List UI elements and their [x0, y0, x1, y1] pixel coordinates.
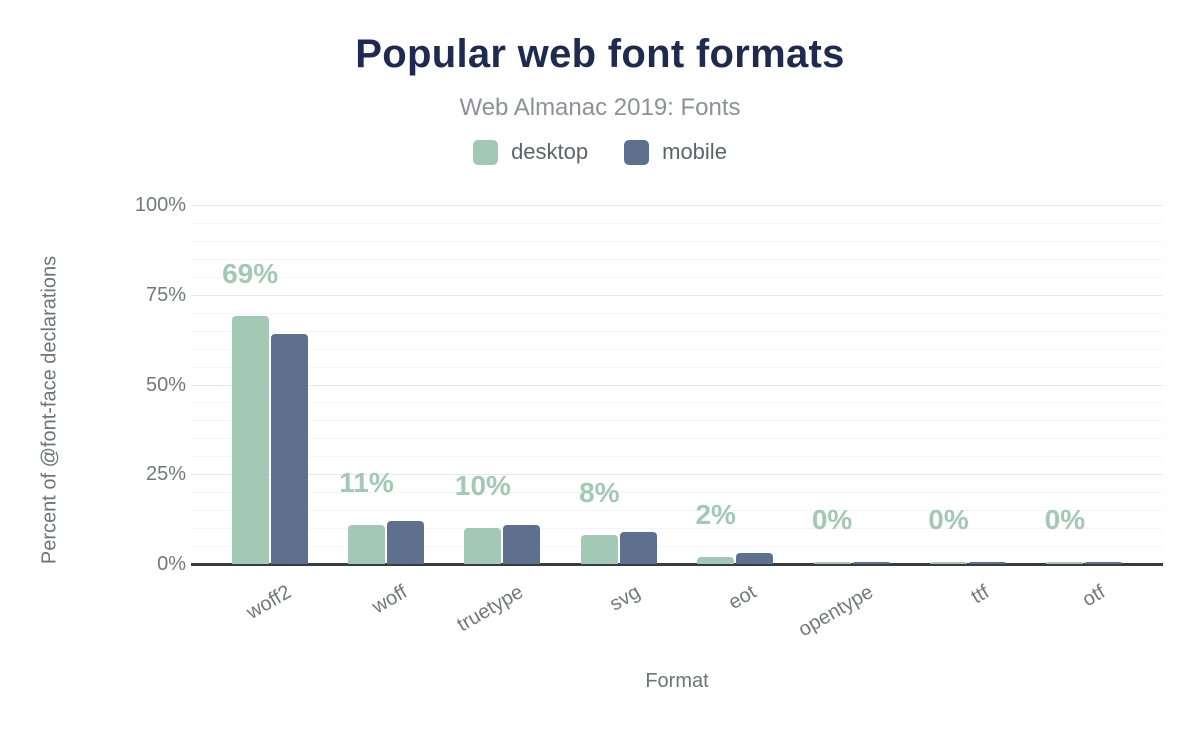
gridline-75 — [191, 294, 1163, 296]
gridline-5 — [191, 546, 1163, 548]
gridline-15 — [191, 510, 1163, 512]
legend-label-mobile: mobile — [662, 139, 727, 164]
bar-value-label-ttf: 0% — [928, 504, 969, 536]
x-tick-label-opentype: opentype — [794, 581, 877, 642]
y-axis-title: Percent of @font-face declarations — [38, 255, 61, 565]
gridline-70 — [191, 312, 1163, 314]
bar-mobile-opentype — [852, 562, 890, 564]
legend: desktop mobile — [0, 139, 1200, 165]
y-tick-label-75: 75% — [145, 283, 186, 306]
legend-label-desktop: desktop — [511, 139, 589, 164]
x-tick-label-ttf: ttf — [967, 581, 993, 609]
bar-value-label-otf: 0% — [1044, 504, 1086, 536]
x-axis-line — [191, 563, 1163, 566]
bar-desktop-opentype — [813, 562, 851, 564]
bar-mobile-truetype — [503, 524, 541, 564]
bar-desktop-woff — [348, 524, 385, 564]
y-tick-label-25: 25% — [145, 463, 186, 486]
gridline-55 — [191, 366, 1163, 368]
bar-desktop-eot — [697, 556, 735, 564]
gridline-20 — [191, 492, 1163, 494]
bar-desktop-truetype — [464, 528, 502, 564]
gridline-50 — [191, 384, 1163, 386]
bar-mobile-woff2 — [270, 334, 308, 564]
legend-swatch-mobile — [624, 139, 650, 165]
x-axis-title: Format — [645, 670, 709, 692]
x-tick-label-woff: woff — [368, 581, 411, 619]
bar-mobile-woff — [387, 520, 424, 564]
bar-mobile-ttf — [969, 562, 1006, 564]
legend-item-mobile: mobile — [624, 139, 727, 165]
gridline-45 — [191, 402, 1163, 404]
x-tick-label-woff2: woff2 — [242, 581, 295, 624]
gridline-80 — [191, 276, 1163, 278]
y-tick-label-100: 100% — [134, 194, 186, 216]
bar-value-label-truetype: 10% — [454, 470, 511, 502]
x-tick-label-otf: otf — [1079, 581, 1110, 612]
legend-swatch-desktop — [473, 139, 499, 165]
bar-desktop-ttf — [930, 562, 967, 564]
gridline-10 — [191, 528, 1163, 530]
chart-title: Popular web font formats — [355, 32, 845, 76]
gridline-40 — [191, 420, 1163, 422]
bar-value-label-opentype: 0% — [811, 504, 853, 536]
y-tick-label-0: 0% — [157, 553, 186, 575]
x-tick-label-svg: svg — [605, 581, 644, 616]
bar-value-label-woff2: 69% — [222, 258, 279, 290]
gridline-35 — [191, 438, 1163, 440]
gridline-65 — [191, 330, 1163, 332]
gridline-30 — [191, 456, 1163, 458]
bar-value-label-woff: 11% — [339, 466, 394, 498]
gridline-95 — [191, 222, 1163, 224]
gridline-85 — [191, 258, 1163, 260]
x-tick-label-truetype: truetype — [453, 581, 528, 637]
chart-subtitle: Web Almanac 2019: Fonts — [459, 94, 741, 121]
gridline-60 — [191, 348, 1163, 350]
bar-mobile-otf — [1085, 562, 1123, 564]
bar-mobile-svg — [619, 531, 657, 564]
gridline-25 — [191, 474, 1163, 476]
bar-mobile-eot — [736, 553, 774, 564]
bar-desktop-woff2 — [231, 316, 269, 564]
bar-desktop-otf — [1046, 562, 1084, 564]
bar-value-label-eot: 2% — [695, 498, 736, 530]
legend-item-desktop: desktop — [473, 139, 588, 165]
gridline-100 — [191, 205, 1163, 206]
bar-desktop-svg — [580, 535, 618, 564]
y-tick-label-50: 50% — [145, 373, 186, 396]
gridline-90 — [191, 240, 1163, 242]
x-tick-label-eot: eot — [725, 581, 761, 614]
bar-value-label-svg: 8% — [579, 477, 620, 509]
